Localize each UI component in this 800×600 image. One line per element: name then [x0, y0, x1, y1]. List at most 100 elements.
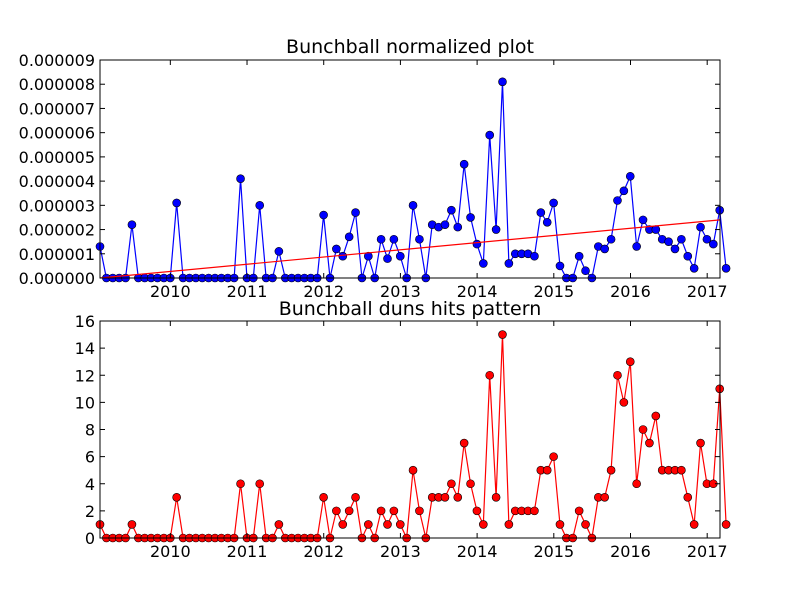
y-tick-label: 0.000004	[19, 172, 95, 191]
data-point	[447, 206, 455, 214]
data-point	[492, 226, 500, 234]
data-point	[601, 245, 609, 253]
data-point	[383, 520, 391, 528]
data-point	[556, 520, 564, 528]
data-point	[639, 216, 647, 224]
data-point	[633, 480, 641, 488]
data-point	[582, 267, 590, 275]
data-point	[332, 507, 340, 515]
data-point	[237, 480, 245, 488]
x-tick-label: 2012	[303, 542, 344, 561]
data-point	[460, 439, 468, 447]
data-point	[697, 223, 705, 231]
data-point	[575, 507, 583, 515]
data-point	[237, 175, 245, 183]
y-tick-label: 8	[85, 421, 95, 440]
data-point	[409, 201, 417, 209]
data-point	[345, 233, 353, 241]
data-point	[550, 199, 558, 207]
x-tick-label: 2011	[227, 542, 268, 561]
data-point	[128, 520, 136, 528]
data-point	[390, 507, 398, 515]
data-point	[479, 520, 487, 528]
chart-title: Bunchball normalized plot	[286, 36, 534, 58]
data-point	[364, 520, 372, 528]
data-point	[607, 466, 615, 474]
y-tick-label: 16	[75, 312, 95, 331]
x-tick-label: 2013	[380, 542, 421, 561]
data-point	[620, 187, 628, 195]
y-tick-label: 0.000001	[19, 245, 95, 264]
data-point	[275, 520, 283, 528]
data-point	[607, 235, 615, 243]
data-point	[320, 493, 328, 501]
data-point	[575, 252, 583, 260]
y-tick-label: 4	[85, 475, 95, 494]
data-point	[454, 223, 462, 231]
data-point	[722, 520, 730, 528]
data-point	[320, 211, 328, 219]
data-point	[352, 209, 360, 217]
y-tick-label: 10	[75, 393, 95, 412]
y-tick-label: 0	[85, 529, 95, 548]
data-point	[543, 218, 551, 226]
data-point	[460, 160, 468, 168]
data-point	[492, 493, 500, 501]
data-point	[390, 235, 398, 243]
data-point	[709, 240, 717, 248]
data-point	[473, 507, 481, 515]
data-point	[441, 493, 449, 501]
x-tick-label: 2015	[533, 542, 574, 561]
y-tick-label: 0.000005	[19, 148, 95, 167]
data-point	[173, 493, 181, 501]
data-point	[409, 466, 417, 474]
data-point	[486, 371, 494, 379]
y-tick-label: 12	[75, 366, 95, 385]
x-tick-label: 2014	[457, 542, 498, 561]
data-point	[352, 493, 360, 501]
data-point	[173, 199, 181, 207]
data-point	[332, 245, 340, 253]
data-point	[505, 520, 513, 528]
x-tick-label: 2016	[610, 282, 651, 301]
data-point	[639, 426, 647, 434]
data-point	[415, 507, 423, 515]
data-point	[601, 493, 609, 501]
data-point	[626, 172, 634, 180]
x-tick-label: 2011	[227, 282, 268, 301]
data-point	[256, 480, 264, 488]
data-point	[684, 493, 692, 501]
data-point	[339, 252, 347, 260]
chart-title: Bunchball duns hits pattern	[279, 298, 542, 320]
data-point	[467, 480, 475, 488]
data-point	[479, 259, 487, 267]
x-tick-label: 2016	[610, 542, 651, 561]
data-point	[467, 213, 475, 221]
data-point	[582, 520, 590, 528]
data-point	[550, 453, 558, 461]
data-point	[377, 235, 385, 243]
data-point	[645, 439, 653, 447]
data-point	[690, 520, 698, 528]
data-point	[677, 235, 685, 243]
data-point	[652, 226, 660, 234]
data-point	[345, 507, 353, 515]
y-tick-label: 0.000000	[19, 269, 95, 288]
x-tick-label: 2017	[687, 542, 728, 561]
data-point	[498, 78, 506, 86]
data-point	[684, 252, 692, 260]
data-point	[652, 412, 660, 420]
data-point	[498, 331, 506, 339]
data-point	[722, 264, 730, 272]
x-tick-label: 2017	[687, 282, 728, 301]
data-point	[383, 255, 391, 263]
x-tick-label: 2010	[150, 282, 191, 301]
data-point	[537, 209, 545, 217]
data-point	[415, 235, 423, 243]
y-tick-label: 0.000007	[19, 99, 95, 118]
data-point	[556, 262, 564, 270]
data-point	[613, 371, 621, 379]
data-point	[454, 493, 462, 501]
data-point	[505, 259, 513, 267]
